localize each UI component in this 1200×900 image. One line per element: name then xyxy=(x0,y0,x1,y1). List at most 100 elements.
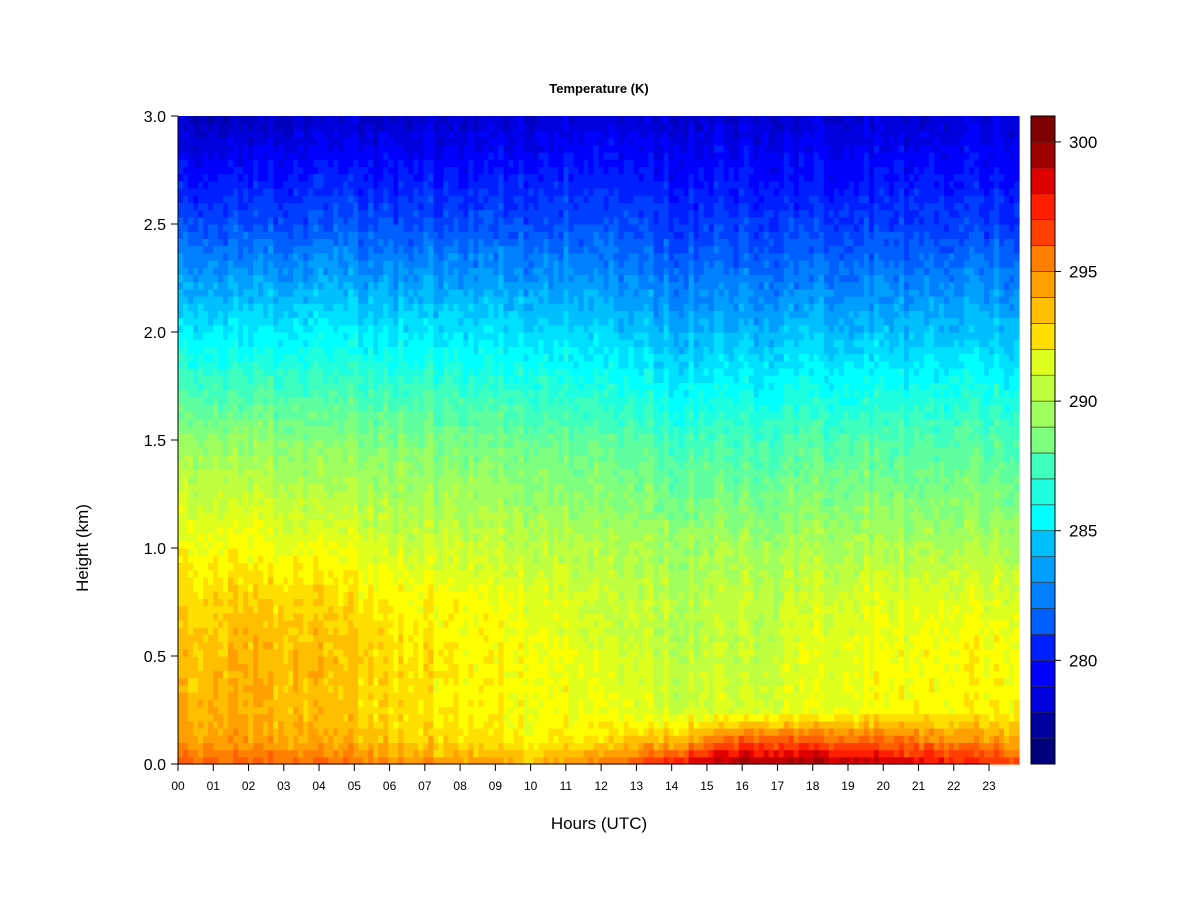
heatmap-cell xyxy=(253,749,259,758)
heatmap-cell xyxy=(238,137,244,146)
heatmap-cell xyxy=(273,324,279,333)
heatmap-cell xyxy=(188,238,194,247)
heatmap-cell xyxy=(178,562,184,571)
heatmap-cell xyxy=(318,202,324,211)
heatmap-cell xyxy=(408,663,414,671)
heatmap-cell xyxy=(298,332,304,340)
heatmap-cell xyxy=(378,368,384,376)
heatmap-cell xyxy=(448,296,454,304)
heatmap-cell xyxy=(223,490,229,499)
heatmap-cell xyxy=(413,447,419,455)
heatmap-cell xyxy=(438,180,444,189)
heatmap-cell xyxy=(188,483,194,491)
heatmap-cell xyxy=(253,634,259,643)
heatmap-cell xyxy=(348,202,354,211)
heatmap-cell xyxy=(368,526,374,535)
heatmap-cell xyxy=(353,418,359,427)
heatmap-cell xyxy=(298,274,304,283)
heatmap-cell xyxy=(213,569,219,578)
heatmap-cell xyxy=(348,648,354,657)
heatmap-cell xyxy=(388,432,394,441)
heatmap-cell xyxy=(388,137,394,146)
heatmap-cell xyxy=(283,720,289,729)
heatmap-cell xyxy=(188,612,194,621)
heatmap-cell xyxy=(208,238,214,247)
heatmap-cell xyxy=(188,756,194,765)
heatmap-cell xyxy=(413,346,419,355)
heatmap-cell xyxy=(208,288,214,297)
heatmap-cell xyxy=(323,584,329,592)
heatmap-cell xyxy=(243,620,249,628)
heatmap-cell xyxy=(358,209,364,218)
heatmap-cell xyxy=(438,591,444,599)
heatmap-cell xyxy=(248,699,254,707)
heatmap-cell xyxy=(358,432,364,441)
heatmap-cell xyxy=(258,382,264,391)
heatmap-cell xyxy=(178,404,184,412)
heatmap-cell xyxy=(303,591,309,599)
heatmap-cell xyxy=(208,461,214,470)
heatmap-cell xyxy=(433,612,439,621)
heatmap-cell xyxy=(448,404,454,412)
heatmap-cell xyxy=(278,504,284,513)
heatmap-cell xyxy=(183,224,189,232)
heatmap-cell xyxy=(343,461,349,470)
heatmap-cell xyxy=(278,288,284,297)
heatmap-cell xyxy=(198,576,204,585)
heatmap-cell xyxy=(273,490,279,499)
heatmap-cell xyxy=(443,504,449,513)
heatmap-cell xyxy=(413,260,419,268)
heatmap-cell xyxy=(438,130,444,139)
heatmap-cell xyxy=(373,454,379,463)
heatmap-cell xyxy=(208,260,214,268)
heatmap-cell xyxy=(218,252,224,261)
heatmap-cell xyxy=(318,468,324,477)
heatmap-cell xyxy=(283,735,289,743)
heatmap-cell xyxy=(253,677,259,686)
heatmap-cell xyxy=(373,692,379,700)
heatmap-cell xyxy=(358,447,364,455)
heatmap-cell xyxy=(208,159,214,167)
heatmap-cell xyxy=(348,699,354,707)
heatmap-cell xyxy=(428,404,434,412)
heatmap-cell xyxy=(263,454,269,463)
heatmap-cell xyxy=(288,612,294,621)
heatmap-cell xyxy=(318,260,324,268)
heatmap-cell xyxy=(388,620,394,628)
heatmap-cell xyxy=(273,288,279,297)
heatmap-cell xyxy=(188,116,194,124)
heatmap-cell xyxy=(268,641,274,650)
heatmap-cell xyxy=(373,526,379,535)
heatmap-cell xyxy=(248,432,254,441)
heatmap-cell xyxy=(343,382,349,391)
heatmap-cell xyxy=(343,195,349,203)
heatmap-cell xyxy=(308,605,314,614)
heatmap-cell xyxy=(208,648,214,657)
heatmap-cell xyxy=(443,519,449,527)
heatmap-cell xyxy=(413,490,419,499)
heatmap-cell xyxy=(253,324,259,333)
heatmap-cell xyxy=(278,497,284,506)
heatmap-cell xyxy=(328,216,334,225)
heatmap-cell xyxy=(378,699,384,707)
heatmap-cell xyxy=(448,461,454,470)
heatmap-cell xyxy=(268,504,274,513)
heatmap-cell xyxy=(183,656,189,664)
heatmap-cell xyxy=(328,526,334,535)
heatmap-cell xyxy=(393,152,399,160)
heatmap-cell xyxy=(263,260,269,268)
heatmap-cell xyxy=(293,224,299,232)
heatmap-cell xyxy=(358,411,364,419)
heatmap-cell xyxy=(318,166,324,175)
heatmap-cell xyxy=(228,540,234,549)
heatmap-cell xyxy=(428,742,434,751)
heatmap-cell xyxy=(388,245,394,254)
heatmap-cell xyxy=(318,173,324,182)
heatmap-cell xyxy=(238,144,244,153)
heatmap-cell xyxy=(318,152,324,160)
heatmap-cell xyxy=(428,339,434,347)
heatmap-cell xyxy=(233,735,239,743)
heatmap-cell xyxy=(423,296,429,304)
heatmap-cell xyxy=(448,137,454,146)
heatmap-cell xyxy=(448,245,454,254)
